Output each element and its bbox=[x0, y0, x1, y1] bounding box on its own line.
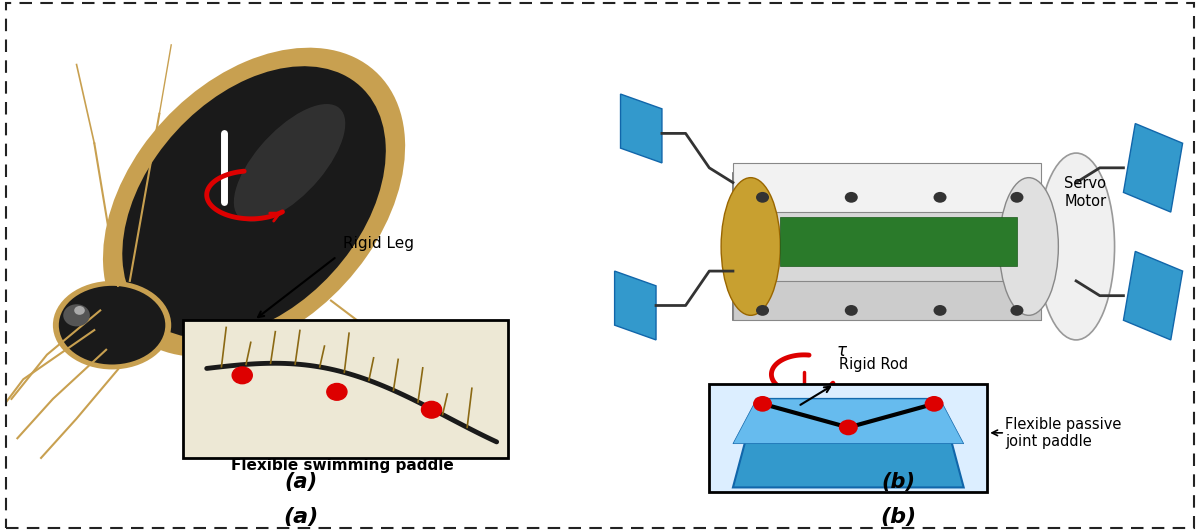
Ellipse shape bbox=[53, 281, 172, 370]
Circle shape bbox=[232, 367, 252, 384]
Ellipse shape bbox=[74, 306, 85, 315]
Ellipse shape bbox=[721, 178, 780, 315]
Bar bbox=[733, 281, 1040, 320]
Text: (b): (b) bbox=[881, 507, 917, 527]
Polygon shape bbox=[1123, 251, 1183, 340]
Polygon shape bbox=[614, 271, 656, 340]
Polygon shape bbox=[620, 94, 662, 163]
Bar bbox=[184, 320, 509, 458]
Circle shape bbox=[934, 305, 947, 316]
Text: Flexible passive
joint paddle: Flexible passive joint paddle bbox=[1006, 417, 1122, 449]
Text: Flexible swimming paddle: Flexible swimming paddle bbox=[232, 458, 454, 473]
Circle shape bbox=[1010, 305, 1024, 316]
Text: (a): (a) bbox=[284, 473, 318, 492]
Bar bbox=[733, 163, 1040, 212]
Bar bbox=[709, 384, 988, 492]
Circle shape bbox=[326, 383, 347, 400]
Text: τ: τ bbox=[836, 341, 846, 359]
Polygon shape bbox=[733, 399, 964, 444]
Text: Servo
Motor: Servo Motor bbox=[1064, 176, 1106, 209]
Polygon shape bbox=[733, 399, 964, 487]
Ellipse shape bbox=[234, 104, 346, 222]
Text: (a): (a) bbox=[283, 507, 319, 527]
Text: (b): (b) bbox=[882, 473, 916, 492]
Circle shape bbox=[845, 192, 858, 203]
Ellipse shape bbox=[64, 304, 90, 327]
Circle shape bbox=[421, 401, 442, 418]
Ellipse shape bbox=[1038, 153, 1115, 340]
Circle shape bbox=[756, 192, 769, 203]
Bar bbox=[780, 217, 1016, 266]
Bar bbox=[733, 173, 1040, 320]
Ellipse shape bbox=[103, 48, 406, 357]
Circle shape bbox=[1010, 192, 1024, 203]
Ellipse shape bbox=[59, 286, 166, 364]
Circle shape bbox=[754, 396, 772, 412]
Circle shape bbox=[756, 305, 769, 316]
Text: Rigid Leg: Rigid Leg bbox=[343, 236, 414, 251]
Circle shape bbox=[845, 305, 858, 316]
Circle shape bbox=[934, 192, 947, 203]
Polygon shape bbox=[1123, 124, 1183, 212]
Text: Rigid Rod: Rigid Rod bbox=[840, 357, 908, 372]
Ellipse shape bbox=[122, 66, 385, 338]
Circle shape bbox=[839, 419, 858, 435]
Circle shape bbox=[925, 396, 943, 412]
Ellipse shape bbox=[1000, 178, 1058, 315]
